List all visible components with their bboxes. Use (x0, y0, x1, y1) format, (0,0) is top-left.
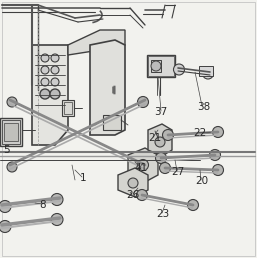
Circle shape (7, 162, 17, 172)
Circle shape (213, 165, 224, 175)
Circle shape (209, 149, 221, 160)
Text: 41: 41 (134, 163, 148, 173)
Circle shape (188, 199, 198, 211)
Bar (64, 102, 72, 114)
Circle shape (51, 78, 59, 86)
Circle shape (51, 214, 63, 225)
Circle shape (136, 189, 148, 200)
Circle shape (40, 89, 50, 99)
Text: 22: 22 (193, 128, 207, 138)
Bar (199, 66, 213, 76)
Text: 27: 27 (171, 167, 185, 177)
Circle shape (51, 194, 63, 206)
Text: 1: 1 (80, 173, 86, 183)
Circle shape (137, 159, 149, 171)
Circle shape (162, 130, 173, 141)
Circle shape (0, 221, 11, 232)
Circle shape (173, 64, 185, 75)
Circle shape (41, 66, 49, 74)
Polygon shape (118, 168, 148, 197)
Circle shape (155, 152, 167, 164)
Circle shape (0, 200, 11, 213)
Bar (2, 120, 20, 144)
Circle shape (137, 162, 149, 173)
Polygon shape (148, 124, 172, 156)
Bar (62, 100, 74, 116)
Polygon shape (68, 30, 125, 55)
Text: 26: 26 (126, 190, 140, 200)
Circle shape (160, 163, 170, 173)
Circle shape (51, 66, 59, 74)
Circle shape (51, 54, 59, 62)
Polygon shape (128, 148, 158, 182)
Bar (147, 55, 175, 77)
Circle shape (128, 178, 138, 188)
Bar (4, 123, 18, 141)
Circle shape (137, 96, 149, 108)
Text: 5: 5 (3, 145, 9, 155)
Bar (148, 56, 174, 76)
Circle shape (155, 137, 165, 147)
Text: 8: 8 (40, 200, 46, 210)
Text: 20: 20 (195, 176, 209, 186)
Bar (0, 118, 22, 146)
Text: 21: 21 (148, 133, 162, 143)
Text: 38: 38 (197, 102, 211, 112)
Polygon shape (32, 45, 68, 145)
Text: 23: 23 (156, 209, 170, 219)
Bar (103, 115, 121, 130)
Circle shape (7, 97, 17, 107)
Circle shape (151, 61, 161, 71)
Bar (151, 60, 161, 72)
Circle shape (41, 54, 49, 62)
Circle shape (203, 68, 214, 79)
Circle shape (213, 126, 224, 138)
Text: 37: 37 (154, 107, 168, 117)
Circle shape (41, 78, 49, 86)
Polygon shape (90, 40, 125, 135)
Circle shape (50, 89, 60, 99)
